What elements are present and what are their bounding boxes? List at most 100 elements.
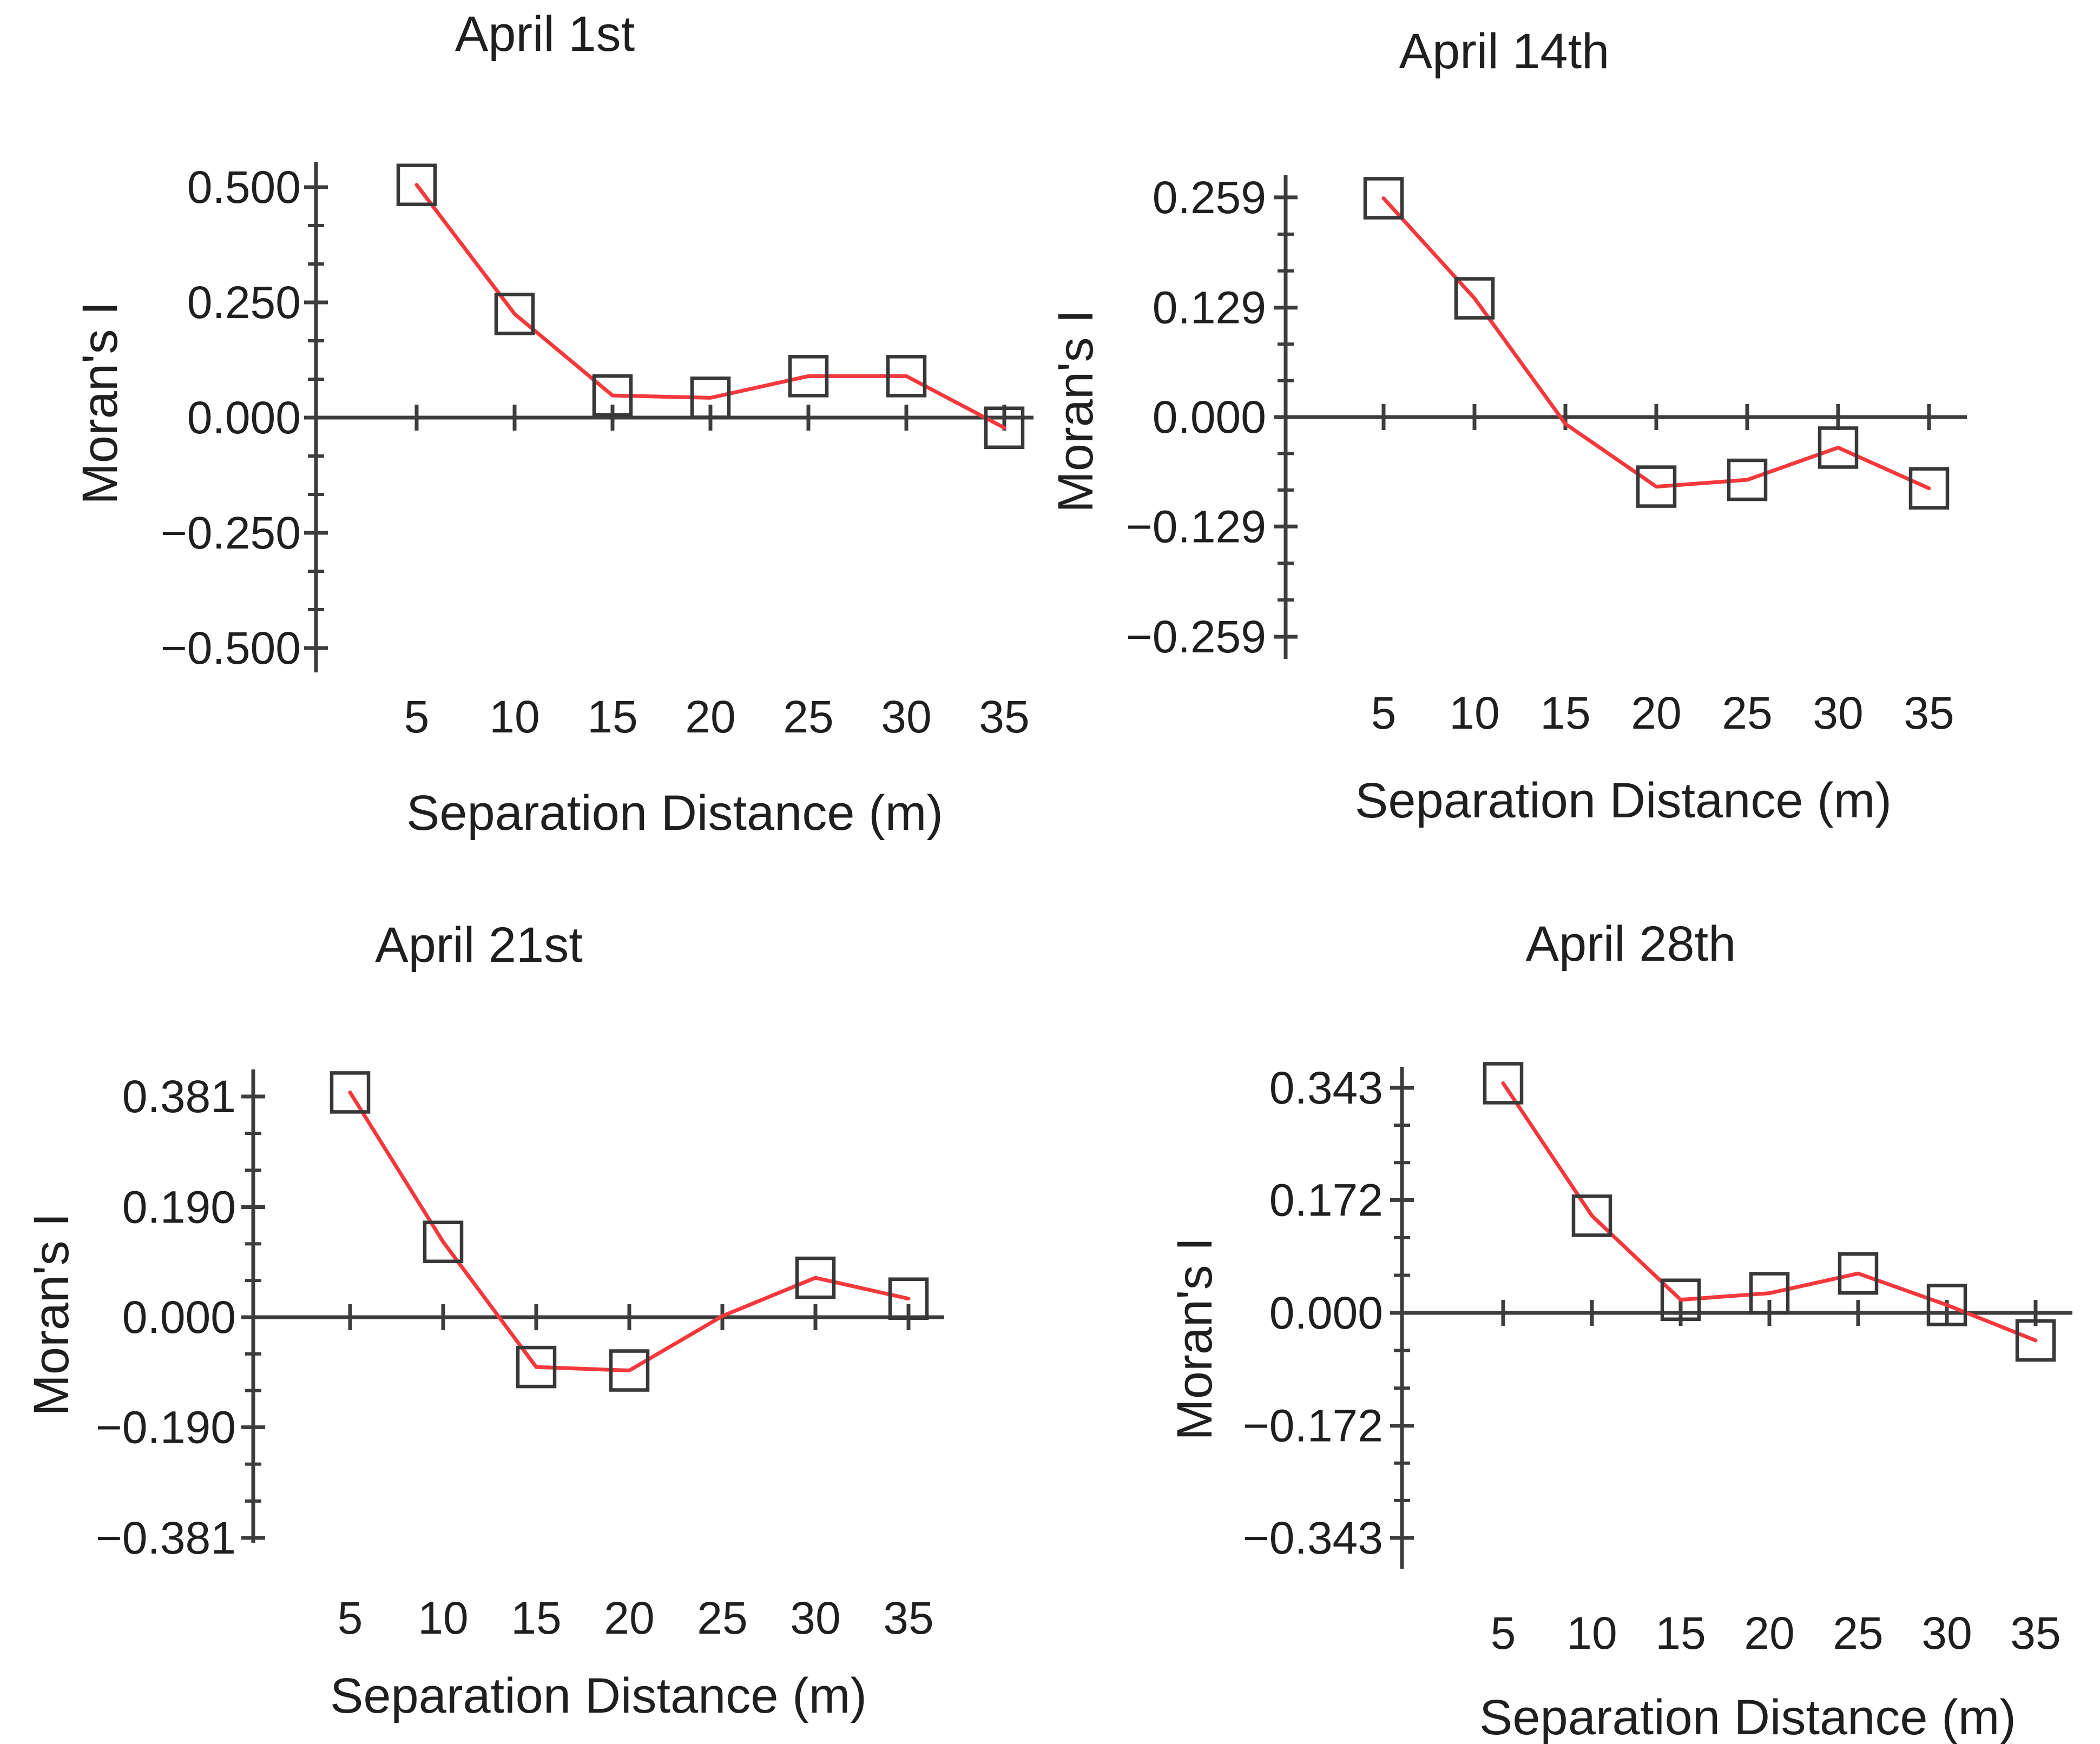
x-tick-label: 5 <box>1371 688 1397 738</box>
data-point-marker <box>690 376 731 419</box>
x-tick-label: 25 <box>783 691 833 742</box>
data-point-marker <box>1818 426 1859 469</box>
y-axis-title: Moran's I <box>73 301 128 504</box>
x-tick-label: 25 <box>1833 1608 1883 1659</box>
data-line <box>1501 1081 2038 1343</box>
y-tick-label: −0.343 <box>1243 1512 1383 1563</box>
y-tick-label: 0.250 <box>187 277 301 328</box>
x-axis-title: Separation Distance (m) <box>1479 1690 2016 1744</box>
y-tick-label: −0.129 <box>1126 501 1266 552</box>
axes <box>304 162 1033 672</box>
axes <box>1390 1067 2072 1569</box>
data-line <box>348 1090 911 1373</box>
chart-april-28th: April 28th Moran's I Separation Distance… <box>1167 916 2072 1744</box>
x-tick-labels: 5 10 15 20 25 30 35 <box>1371 688 1954 738</box>
x-tick-label: 30 <box>1921 1608 1972 1659</box>
data-point-marker <box>330 1071 371 1114</box>
x-tick-label: 35 <box>1904 688 1954 738</box>
data-line <box>414 183 1006 430</box>
axes <box>1274 175 1967 659</box>
data-point-marker <box>788 355 829 398</box>
x-tick-label: 10 <box>489 691 539 742</box>
x-tick-label: 30 <box>790 1593 840 1643</box>
x-tick-label: 25 <box>1722 688 1772 738</box>
y-tick-labels: 0.259 0.129 0.000 −0.129 −0.259 <box>1126 172 1266 662</box>
data-point-marker <box>1454 277 1495 320</box>
x-tick-label: 30 <box>1813 688 1863 738</box>
x-tick-label: 10 <box>1449 688 1499 738</box>
data-point-marker <box>609 1349 650 1392</box>
x-tick-label: 20 <box>685 691 735 742</box>
axes <box>241 1069 944 1543</box>
x-tick-label: 15 <box>1655 1608 1706 1659</box>
y-tick-label: 0.500 <box>187 162 301 213</box>
chart-title: April 28th <box>1526 916 1736 972</box>
data-series <box>330 1071 929 1392</box>
x-tick-label: 25 <box>697 1593 747 1643</box>
y-tick-label: −0.259 <box>1126 611 1266 662</box>
y-axis-title: Moran's I <box>24 1213 79 1416</box>
y-tick-label: 0.172 <box>1269 1174 1383 1225</box>
x-tick-label: 5 <box>404 691 430 742</box>
y-tick-label: −0.381 <box>96 1512 236 1563</box>
y-tick-labels: 0.381 0.190 0.000 −0.190 −0.381 <box>96 1071 236 1563</box>
y-tick-label: −0.500 <box>161 623 301 673</box>
y-axis-title: Moran's I <box>1167 1237 1222 1440</box>
y-tick-label: 0.129 <box>1153 282 1266 333</box>
chart-title: April 14th <box>1399 24 1610 79</box>
x-axis-title: Separation Distance (m) <box>330 1668 867 1723</box>
data-point-marker <box>1908 467 1950 510</box>
data-point-marker <box>423 1220 464 1264</box>
x-tick-label: 15 <box>587 691 637 742</box>
x-tick-label: 20 <box>1631 688 1681 738</box>
data-point-marker <box>1926 1284 1967 1326</box>
x-tick-label: 20 <box>1744 1608 1794 1659</box>
data-series <box>396 163 1025 449</box>
y-tick-label: 0.190 <box>122 1182 236 1233</box>
x-tick-label: 20 <box>604 1593 654 1643</box>
y-tick-labels: 0.343 0.172 0.000 −0.172 −0.343 <box>1243 1062 1383 1563</box>
data-series <box>1483 1062 2056 1362</box>
data-point-marker <box>795 1256 836 1299</box>
y-tick-label: 0.259 <box>1153 172 1266 223</box>
y-tick-label: 0.000 <box>1153 392 1266 442</box>
x-tick-label: 15 <box>1540 688 1590 738</box>
data-point-marker <box>1483 1062 1524 1105</box>
data-point-marker <box>1838 1252 1879 1295</box>
data-point-marker <box>2015 1319 2056 1362</box>
chart-title: April 1st <box>455 6 635 62</box>
data-line <box>1381 196 1931 491</box>
x-tick-label: 5 <box>338 1593 363 1643</box>
y-axis-title: Moran's I <box>1048 309 1103 512</box>
y-tick-label: −0.250 <box>161 507 301 558</box>
data-point-marker <box>1571 1194 1612 1237</box>
data-point-marker <box>1660 1278 1701 1321</box>
y-tick-label: −0.172 <box>1243 1401 1383 1451</box>
data-point-marker <box>984 406 1025 449</box>
data-point-marker <box>494 293 535 335</box>
data-point-marker <box>888 1277 929 1320</box>
x-tick-label: 10 <box>1566 1608 1617 1659</box>
data-point-marker <box>516 1345 557 1389</box>
y-tick-label: 0.000 <box>187 392 301 443</box>
chart-april-1st: April 1st Moran's I Separation Distance … <box>73 6 1033 841</box>
x-tick-label: 15 <box>511 1593 561 1643</box>
data-point-marker <box>1727 458 1768 501</box>
chart-april-14th: April 14th Moran's I Separation Distance… <box>1048 24 1967 828</box>
x-tick-label: 5 <box>1491 1608 1516 1659</box>
data-point-marker <box>886 355 927 398</box>
x-tick-labels: 5 10 15 20 25 30 35 <box>338 1593 934 1643</box>
x-axis-title: Separation Distance (m) <box>406 785 943 841</box>
data-series <box>1363 177 1950 510</box>
y-tick-label: 0.000 <box>122 1292 236 1343</box>
x-axis-title: Separation Distance (m) <box>1355 773 1892 828</box>
y-tick-label: 0.381 <box>122 1071 236 1122</box>
x-tick-label: 35 <box>2010 1608 2060 1659</box>
chart-april-21st: April 21st Moran's I Separation Distance… <box>24 917 944 1723</box>
data-point-marker <box>1749 1272 1790 1314</box>
x-tick-label: 10 <box>418 1593 468 1643</box>
data-point-marker <box>1636 465 1677 508</box>
x-tick-label: 30 <box>881 691 931 742</box>
